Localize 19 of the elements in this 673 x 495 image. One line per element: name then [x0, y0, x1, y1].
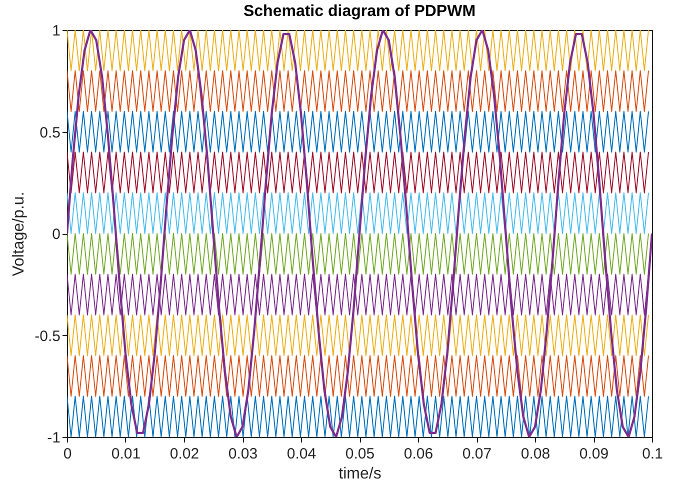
x-tick-label: 0: [63, 446, 72, 462]
y-tick-label: 0.5: [40, 124, 60, 142]
y-axis-title: Voltage/p.u.: [10, 192, 28, 276]
x-tick-label: 0.07: [462, 446, 492, 462]
x-tick-label: 0.01: [111, 446, 141, 462]
x-tick-label: 0.09: [579, 446, 609, 462]
x-tick-label: 0.04: [286, 446, 316, 462]
y-tick-label: -1: [47, 430, 60, 446]
y-tick-label: -0.5: [34, 328, 60, 345]
x-tick-label: 0.06: [404, 446, 434, 462]
y-tick-label: 1: [52, 22, 60, 40]
x-tick-label: 0.1: [642, 446, 663, 462]
x-tick-label: 0.03: [228, 446, 258, 462]
chart-title: Schematic diagram of PDPWM: [243, 3, 476, 20]
x-tick-label: 0.05: [345, 446, 375, 462]
x-axis-title: time/s: [338, 466, 382, 482]
x-tick-label: 0.02: [170, 446, 200, 462]
y-tick-label: 0: [52, 226, 60, 243]
x-tick-label: 0.08: [520, 446, 550, 462]
